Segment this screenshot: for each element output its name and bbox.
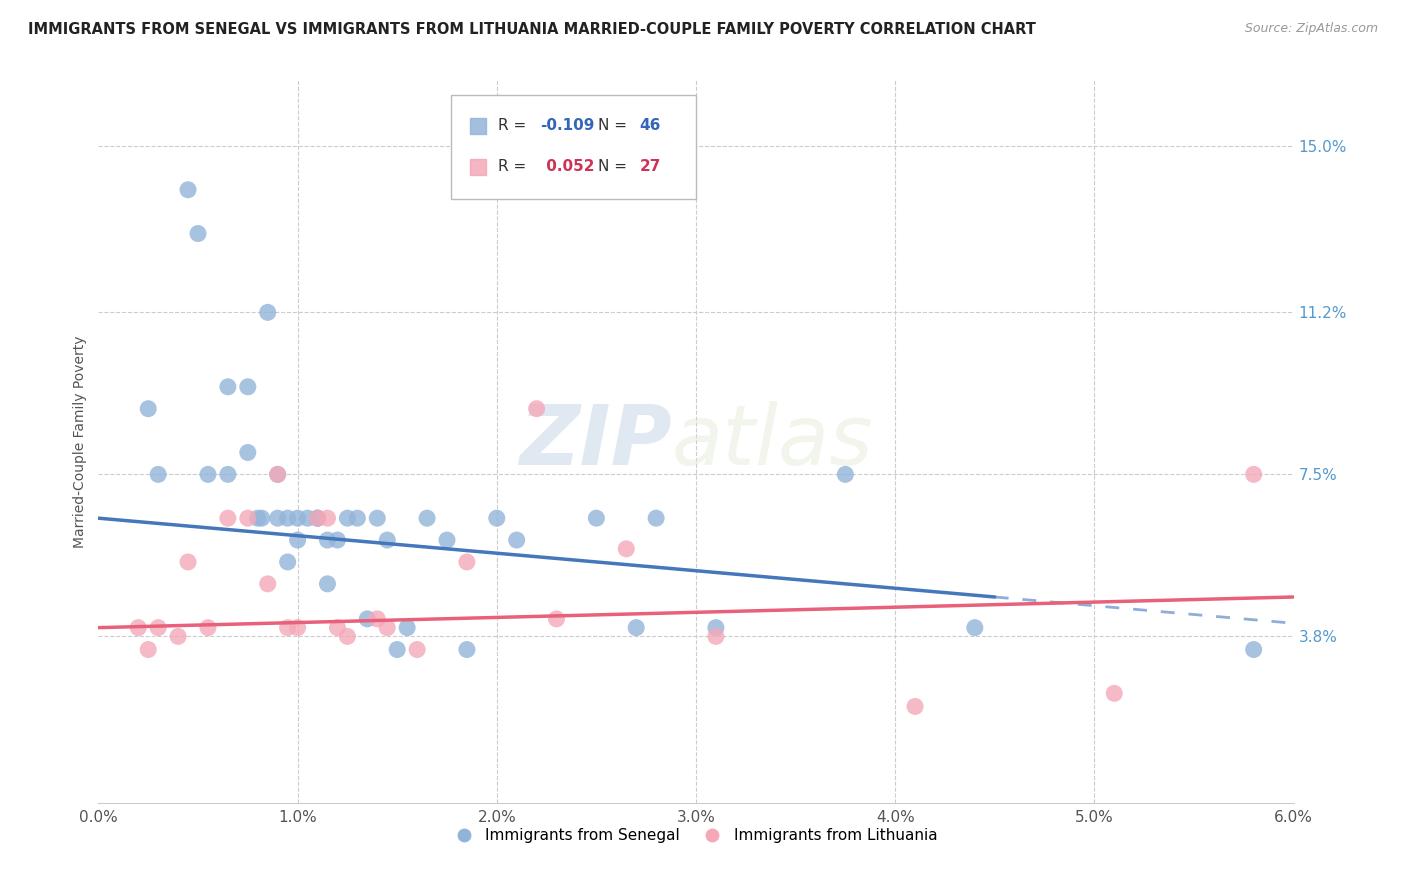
Point bbox=[346, 511, 368, 525]
Point bbox=[316, 577, 339, 591]
Point bbox=[287, 621, 309, 635]
Point bbox=[1243, 642, 1265, 657]
Point bbox=[297, 511, 319, 525]
Point bbox=[366, 612, 388, 626]
Point bbox=[316, 533, 339, 547]
Text: ZIP: ZIP bbox=[519, 401, 672, 482]
Text: atlas: atlas bbox=[672, 401, 873, 482]
Point bbox=[436, 533, 458, 547]
Point bbox=[148, 621, 170, 635]
Point bbox=[585, 511, 607, 525]
Point bbox=[177, 183, 200, 197]
Text: R =: R = bbox=[498, 160, 526, 175]
Point bbox=[356, 612, 378, 626]
Point bbox=[406, 642, 429, 657]
Point bbox=[385, 642, 409, 657]
Point bbox=[246, 511, 269, 525]
Point bbox=[645, 511, 668, 525]
Point bbox=[177, 555, 200, 569]
Point bbox=[197, 621, 219, 635]
Text: 0.052: 0.052 bbox=[541, 160, 595, 175]
Point bbox=[277, 511, 299, 525]
Point bbox=[267, 467, 290, 482]
Point bbox=[136, 642, 159, 657]
Point bbox=[307, 511, 329, 525]
Point bbox=[614, 541, 637, 556]
Point bbox=[1104, 686, 1126, 700]
Point bbox=[366, 511, 388, 525]
Text: -0.109: -0.109 bbox=[541, 119, 595, 133]
Text: IMMIGRANTS FROM SENEGAL VS IMMIGRANTS FROM LITHUANIA MARRIED-COUPLE FAMILY POVER: IMMIGRANTS FROM SENEGAL VS IMMIGRANTS FR… bbox=[28, 22, 1036, 37]
Point bbox=[396, 621, 419, 635]
Point bbox=[485, 511, 508, 525]
Point bbox=[217, 380, 239, 394]
Point bbox=[336, 511, 359, 525]
Point bbox=[704, 629, 727, 643]
Point bbox=[375, 533, 398, 547]
Y-axis label: Married-Couple Family Poverty: Married-Couple Family Poverty bbox=[73, 335, 87, 548]
Point bbox=[267, 467, 290, 482]
Point bbox=[236, 511, 259, 525]
Point bbox=[704, 621, 727, 635]
Point bbox=[250, 511, 273, 525]
Point bbox=[326, 533, 349, 547]
Point bbox=[375, 621, 398, 635]
Point bbox=[506, 533, 529, 547]
Point bbox=[277, 621, 299, 635]
Point bbox=[456, 555, 478, 569]
Point bbox=[277, 555, 299, 569]
Point bbox=[287, 533, 309, 547]
Point bbox=[256, 305, 278, 319]
Text: N =: N = bbox=[598, 119, 627, 133]
Point bbox=[187, 227, 209, 241]
Point bbox=[256, 577, 278, 591]
Point bbox=[148, 467, 170, 482]
Point bbox=[526, 401, 548, 416]
Point bbox=[546, 612, 568, 626]
Point bbox=[236, 380, 259, 394]
Point bbox=[326, 621, 349, 635]
Point bbox=[1243, 467, 1265, 482]
Point bbox=[626, 621, 648, 635]
Point bbox=[287, 511, 309, 525]
Point bbox=[307, 511, 329, 525]
Point bbox=[267, 511, 290, 525]
Legend: Immigrants from Senegal, Immigrants from Lithuania: Immigrants from Senegal, Immigrants from… bbox=[449, 822, 943, 849]
Point bbox=[167, 629, 190, 643]
Point bbox=[236, 445, 259, 459]
Text: 46: 46 bbox=[640, 119, 661, 133]
FancyBboxPatch shape bbox=[451, 95, 696, 200]
Point bbox=[834, 467, 856, 482]
Point bbox=[197, 467, 219, 482]
Point bbox=[904, 699, 927, 714]
Text: R =: R = bbox=[498, 119, 526, 133]
Point bbox=[307, 511, 329, 525]
Point bbox=[316, 511, 339, 525]
Point bbox=[336, 629, 359, 643]
Point bbox=[217, 511, 239, 525]
Text: N =: N = bbox=[598, 160, 627, 175]
Text: 27: 27 bbox=[640, 160, 661, 175]
Point bbox=[136, 401, 159, 416]
Point bbox=[963, 621, 986, 635]
Point bbox=[456, 642, 478, 657]
Text: Source: ZipAtlas.com: Source: ZipAtlas.com bbox=[1244, 22, 1378, 36]
Point bbox=[416, 511, 439, 525]
Point bbox=[127, 621, 149, 635]
Point bbox=[217, 467, 239, 482]
